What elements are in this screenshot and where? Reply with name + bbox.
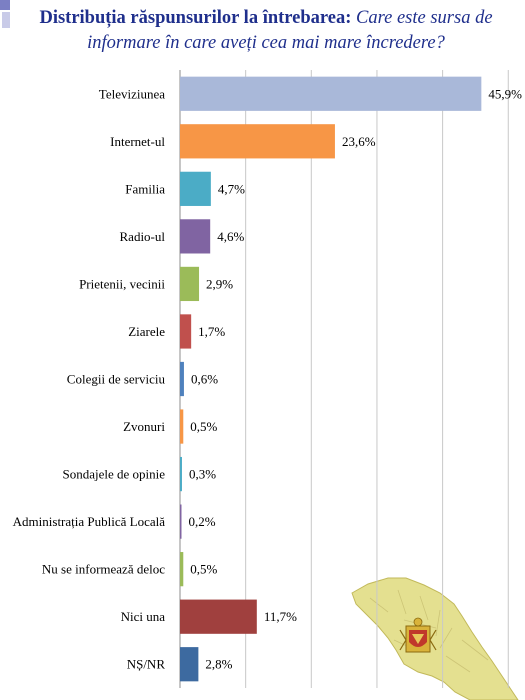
category-label: Zvonuri — [123, 419, 165, 434]
bar — [180, 552, 184, 587]
category-label: Familia — [125, 181, 165, 196]
value-label: 2,8% — [205, 657, 232, 672]
value-label: 0,6% — [191, 372, 218, 387]
category-label: Colegii de serviciu — [67, 372, 166, 387]
corner-square — [0, 0, 10, 10]
category-label: NȘ/NR — [127, 657, 166, 672]
value-label: 0,5% — [190, 562, 217, 577]
value-label: 4,7% — [218, 181, 245, 196]
bar — [180, 314, 192, 349]
category-label: Prietenii, vecinii — [79, 276, 165, 291]
gridlines — [179, 70, 509, 688]
title-italic-part: Care este sursa de informare în care ave… — [87, 8, 493, 53]
bar — [180, 504, 182, 539]
category-labels: Televiziunea Internet-ul Familia Radio-ul Pr… — [13, 86, 166, 671]
bar — [180, 219, 211, 254]
title-bold-part: Distribuția răspunsurilor la întrebarea: — [39, 8, 352, 28]
category-label: Nici una — [121, 609, 166, 624]
category-label: Ziarele — [128, 324, 165, 339]
bar — [180, 171, 211, 206]
bars — [180, 76, 482, 682]
corner-decoration — [0, 0, 14, 30]
bar — [180, 456, 182, 492]
category-label: Televiziunea — [99, 86, 165, 101]
bar — [180, 124, 335, 159]
value-label: 0,3% — [189, 467, 216, 482]
category-label: Internet-ul — [110, 134, 165, 149]
value-label: 4,6% — [217, 229, 244, 244]
value-label: 0,2% — [189, 514, 216, 529]
chart-title: Distribuția răspunsurilor la întrebarea:… — [16, 6, 516, 56]
value-label: 1,7% — [198, 324, 225, 339]
category-label: Radio-ul — [120, 229, 166, 244]
coat-of-arms — [399, 617, 437, 653]
value-label: 11,7% — [264, 609, 297, 624]
category-label: Sondajele de opinie — [62, 467, 165, 482]
value-label: 0,5% — [190, 419, 217, 434]
bar — [180, 647, 199, 682]
bar — [180, 361, 184, 397]
value-label: 23,6% — [342, 134, 376, 149]
category-label: Administrația Publică Locală — [13, 514, 166, 529]
bar — [180, 76, 482, 111]
bar — [180, 409, 184, 444]
value-label: 2,9% — [206, 276, 233, 291]
bar — [180, 266, 200, 302]
value-label: 45,9% — [488, 86, 522, 101]
moldova-map-emblem — [351, 577, 519, 700]
value-labels: 45,9% 23,6% 4,7% 4,6% 2,9% 1,7% 0,6% 0,5% 0,3% 0,… — [189, 86, 523, 671]
corner-bar — [2, 12, 10, 28]
category-label: Nu se informează deloc — [42, 562, 165, 577]
bar — [180, 599, 257, 634]
